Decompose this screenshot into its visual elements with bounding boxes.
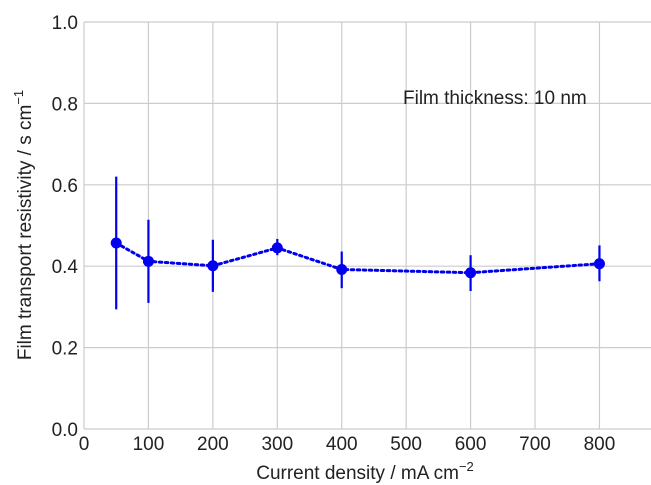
- tick-labels: 0 100 200 300 400 500 600 700 800 0.0 0.2 0.4 0.6 0.8…: [52, 13, 616, 455]
- y-tick-label-1: 0.2: [52, 339, 78, 360]
- axes: [83, 22, 651, 430]
- x-axis-label: Current density / mA cm: [256, 463, 459, 484]
- data-point-1: [142, 255, 154, 267]
- y-axis-label: Film transport resistivity / s cm: [15, 105, 36, 360]
- data-point-6: [593, 258, 605, 270]
- x-axis-title: Current density / mA cm−2: [256, 459, 474, 484]
- x-tick-label-7: 700: [519, 434, 551, 455]
- series-1: [110, 176, 605, 310]
- y-tick-label-3: 0.6: [52, 176, 78, 197]
- x-tick-label-2: 200: [197, 434, 229, 455]
- x-tick-label-3: 300: [261, 434, 293, 455]
- x-tick-label-0: 0: [79, 434, 90, 455]
- annotation-film-thickness: Film thickness: 10 nm: [403, 88, 587, 109]
- y-axis-label-superscript: −1: [11, 90, 26, 105]
- series-line: [114, 241, 601, 275]
- y-axis-title: Film transport resistivity / s cm−1: [11, 90, 36, 360]
- y-tick-label-2: 0.4: [52, 257, 79, 278]
- data-point-5: [465, 267, 477, 279]
- x-axis-label-superscript: −2: [459, 459, 474, 474]
- y-tick-label-0: 0.0: [52, 420, 78, 441]
- data-point-3: [271, 242, 283, 254]
- x-tick-label-1: 100: [133, 434, 165, 455]
- grid: [84, 21, 651, 429]
- data-point-0: [110, 237, 122, 249]
- y-tick-label-4: 0.8: [52, 94, 78, 115]
- data-point-4: [336, 263, 348, 275]
- x-tick-label-4: 400: [326, 434, 358, 455]
- data-point-2: [207, 260, 219, 272]
- x-tick-label-8: 800: [584, 434, 616, 455]
- y-tick-label-5: 1.0: [52, 13, 78, 34]
- x-tick-label-5: 500: [390, 434, 422, 455]
- x-tick-label-6: 600: [455, 434, 487, 455]
